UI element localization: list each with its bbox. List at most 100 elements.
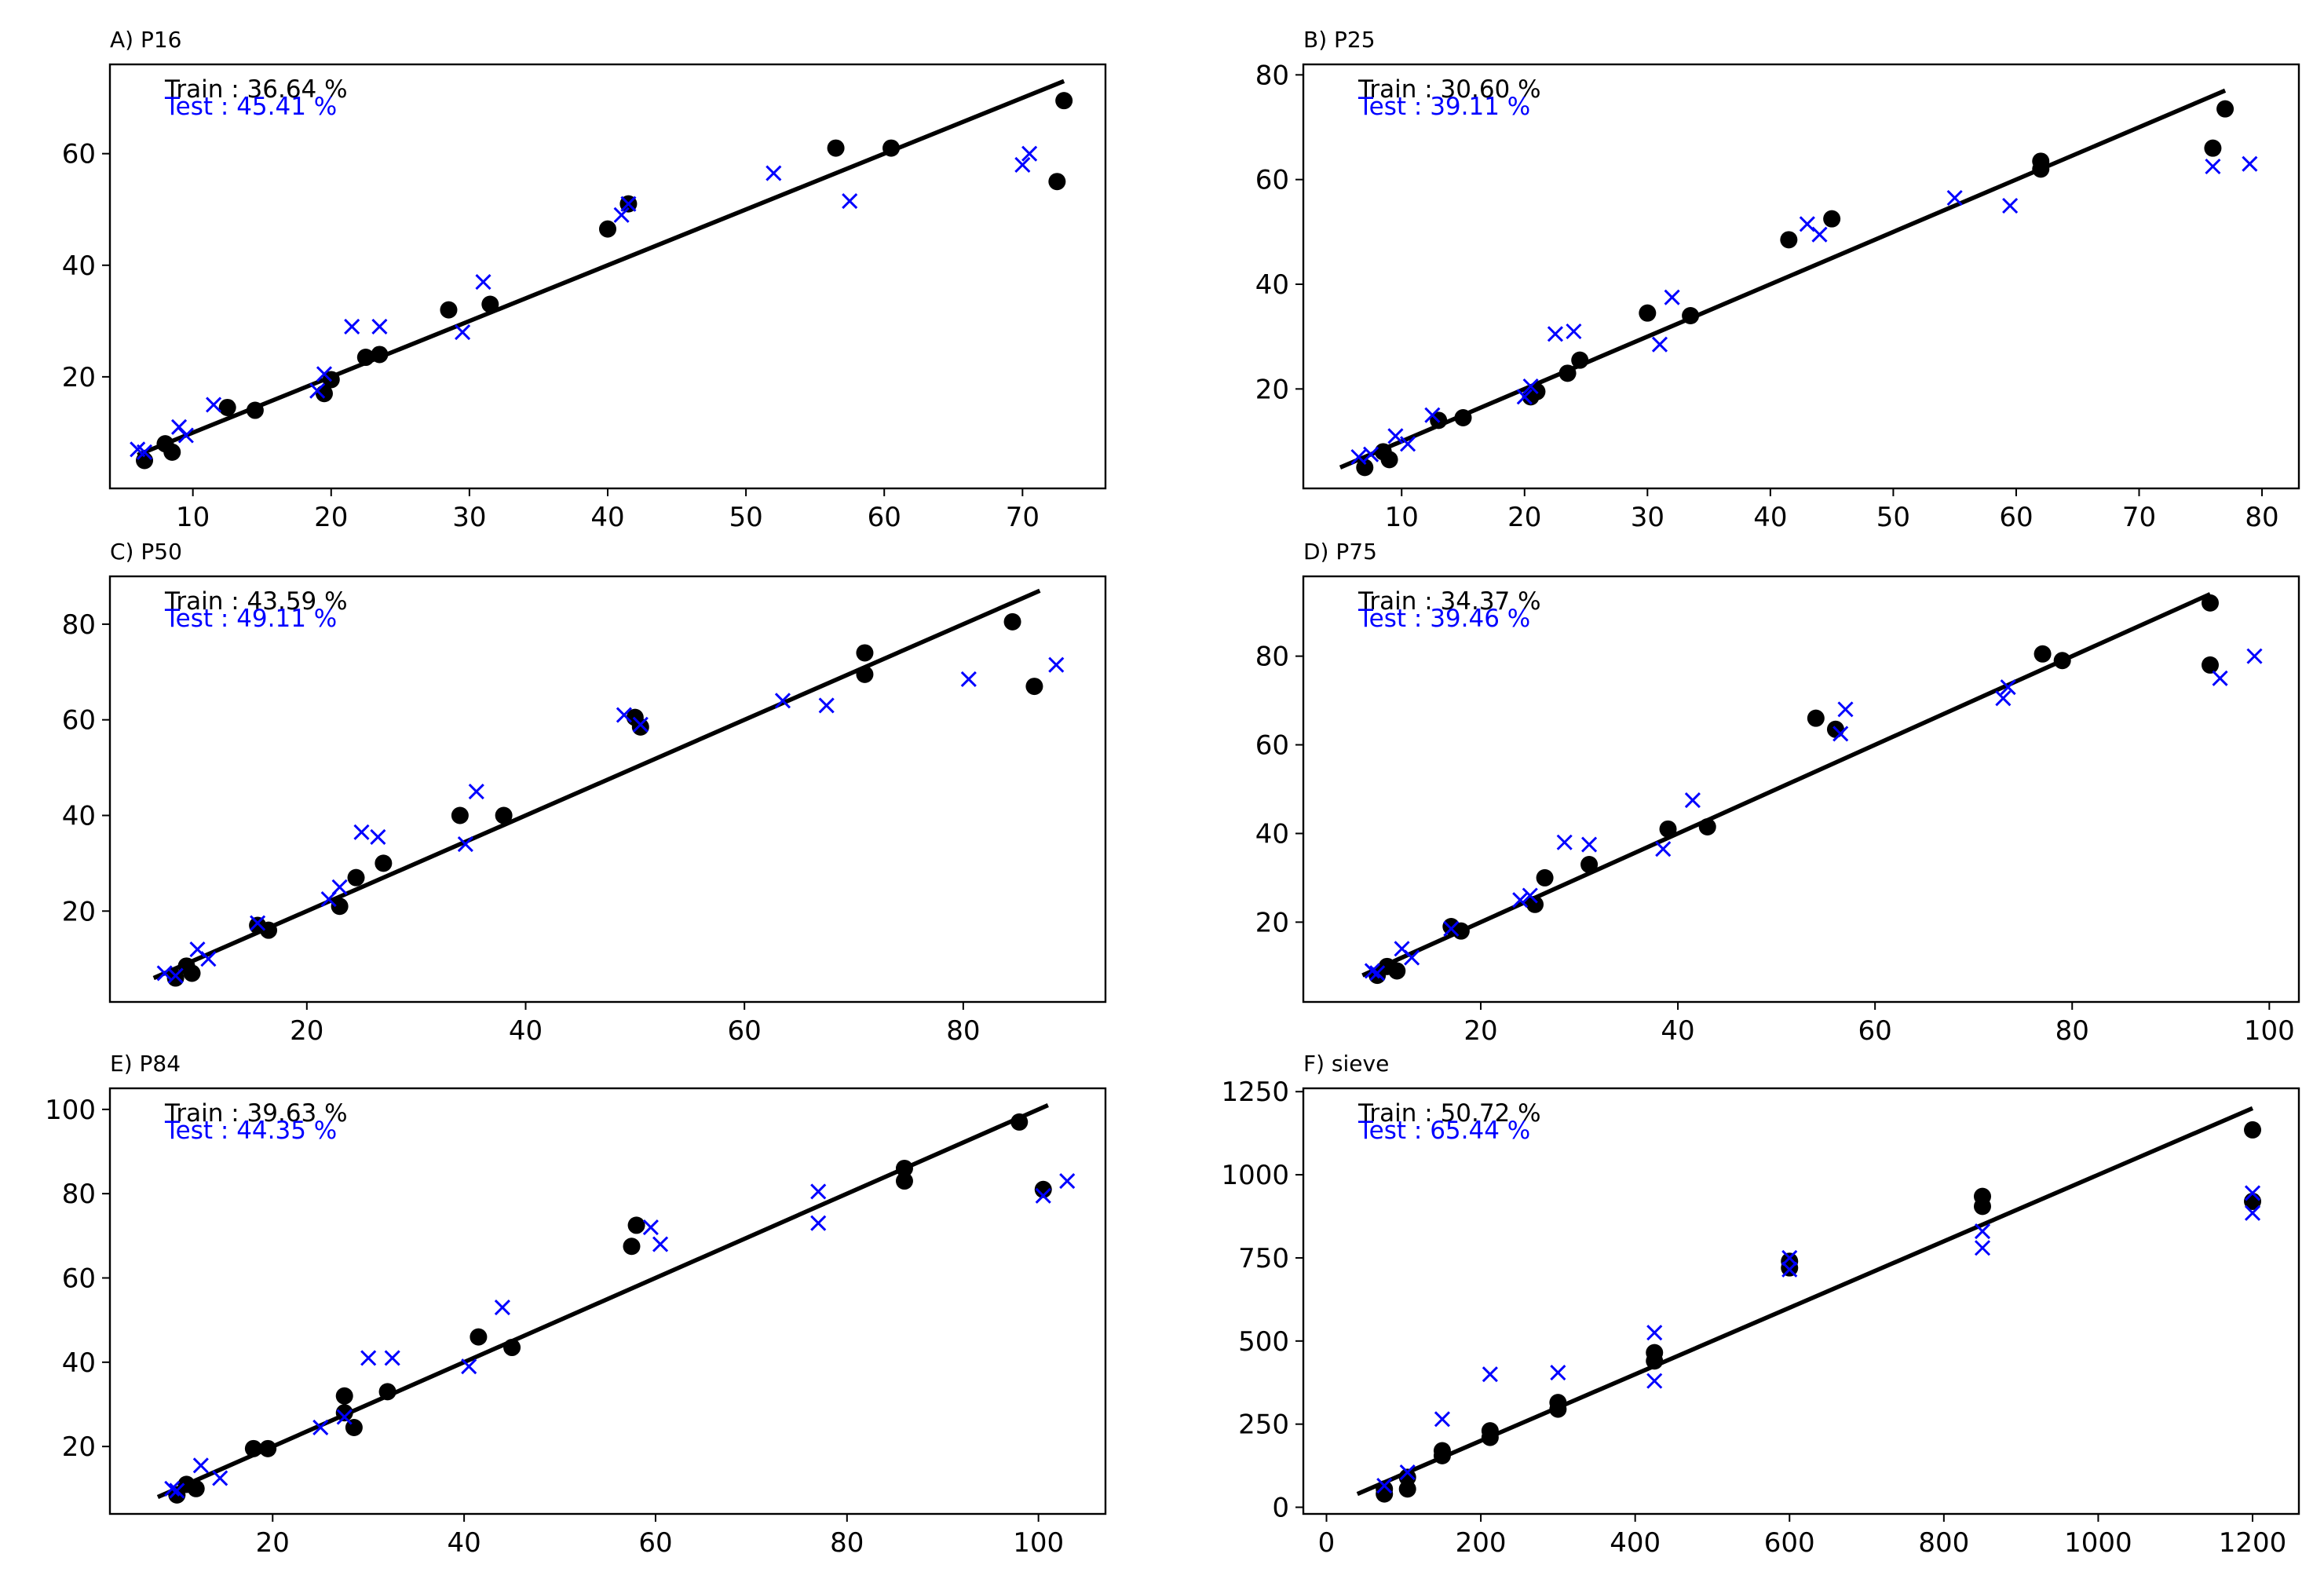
test-point (1369, 965, 1386, 982)
test-point (455, 324, 471, 341)
test-point (312, 1419, 329, 1436)
train-point (375, 854, 393, 872)
fit-line (156, 1102, 1049, 1500)
test-point (336, 1409, 353, 1425)
y-tick-label: 40 (1255, 269, 1289, 301)
train-point (1571, 351, 1589, 369)
test-annotation: Test : 49.11 % (164, 605, 337, 633)
y-tick-label: 80 (62, 609, 96, 641)
train-point (623, 1238, 641, 1256)
test-point (1556, 834, 1573, 850)
train-point (378, 1383, 396, 1401)
test-point (1443, 920, 1460, 937)
y-tick-label: 500 (1238, 1326, 1289, 1358)
test-point (1424, 407, 1441, 423)
subplot-3: C) P50 20 40 60 80 20 40 60 80 Train : 43.59 %Tes… (62, 539, 1107, 1047)
test-point (1651, 336, 1668, 353)
test-point (167, 967, 184, 984)
test-point (316, 366, 333, 382)
test-annotation: Test : 39.46 % (1357, 605, 1530, 633)
train-point (2202, 656, 2220, 674)
test-point (206, 397, 222, 413)
train-point (1698, 817, 1716, 835)
test-point (344, 318, 360, 335)
train-annotation: Train : 43.59 % (164, 587, 348, 616)
axes-frame (108, 1087, 1107, 1515)
test-point (2244, 1205, 2261, 1221)
train-point (371, 345, 389, 364)
test-point (1655, 841, 1672, 857)
test-point (1833, 726, 1849, 742)
train-point (335, 1387, 353, 1405)
train-point (1973, 1187, 1991, 1205)
test-point (1363, 446, 1379, 462)
test-point (1946, 189, 1963, 207)
y-tick-label: 60 (62, 1263, 96, 1294)
train-annotation: Train : 36.64 % (164, 75, 348, 104)
test-point (1014, 156, 1031, 173)
y-tick-label: 100 (45, 1095, 96, 1126)
y-tick-label: 60 (62, 705, 96, 737)
test-point (1399, 1464, 1416, 1481)
train-point (440, 301, 458, 319)
y-tick-label: 250 (1238, 1409, 1289, 1441)
train-point (895, 1159, 913, 1177)
test-point (652, 1236, 669, 1252)
train-point (2034, 645, 2052, 663)
train-point (218, 398, 236, 416)
train-point (1781, 1252, 1799, 1270)
train-point (246, 401, 264, 419)
test-point (642, 1219, 659, 1236)
train-point (1526, 895, 1544, 913)
train-point (827, 139, 845, 157)
test-point (384, 1350, 400, 1366)
subplot-title: E) P84 (110, 1051, 181, 1077)
x-tick-label: 1200 (2219, 1527, 2287, 1559)
train-series (136, 92, 1073, 470)
test-point (2000, 679, 2016, 696)
subplot-1: A) P16 10 20 30 40 50 60 70 20 40 60 Train : 36.64 … (62, 27, 1107, 533)
train-point (1034, 1180, 1052, 1198)
train-point (335, 1404, 353, 1422)
test-point (1350, 448, 1367, 466)
subplot-6: F) sieve 0 200 400 600 800 1000 1200 0 250 500 750 1… (1221, 1051, 2300, 1559)
train-point (503, 1339, 521, 1357)
test-point (371, 318, 388, 335)
train-point (187, 1479, 205, 1497)
train-series (1368, 594, 2220, 985)
x-tick-label: 20 (1463, 1015, 1497, 1047)
x-tick-label: 30 (1631, 502, 1664, 533)
train-point (470, 1328, 488, 1346)
train-point (481, 295, 499, 313)
test-point (1021, 145, 1038, 162)
train-point (1639, 304, 1657, 322)
x-tick-label: 40 (447, 1527, 481, 1559)
test-point (1974, 1240, 1991, 1256)
train-annotation: Train : 39.63 % (164, 1099, 348, 1128)
y-tick-label: 20 (62, 1431, 96, 1463)
axes-frame (1302, 63, 2300, 490)
test-point (1387, 428, 1404, 444)
test-point (1364, 963, 1380, 979)
x-tick-label: 80 (830, 1527, 864, 1559)
train-point (244, 1439, 262, 1457)
train-point (1388, 962, 1406, 980)
subplot-4: D) P75 20 40 60 80 100 20 40 60 80 Train : 34.37 %… (1255, 539, 2300, 1047)
test-point (177, 427, 194, 444)
test-point (1781, 1261, 1798, 1278)
test-series (156, 656, 1065, 984)
train-annotation: Train : 30.60 % (1357, 75, 1541, 104)
test-point (1512, 892, 1529, 909)
train-point (1454, 409, 1472, 426)
axes-frame (1302, 1087, 2300, 1515)
train-series (1356, 100, 2234, 477)
train-point (1003, 612, 1021, 631)
train-point (627, 1216, 645, 1234)
y-tick-label: 60 (1255, 165, 1289, 196)
y-tick-label: 20 (1255, 374, 1289, 405)
train-point (136, 452, 154, 470)
test-point (1059, 1172, 1076, 1190)
x-tick-label: 60 (1858, 1015, 1892, 1047)
test-point (1522, 887, 1538, 904)
test-series (130, 145, 1038, 460)
